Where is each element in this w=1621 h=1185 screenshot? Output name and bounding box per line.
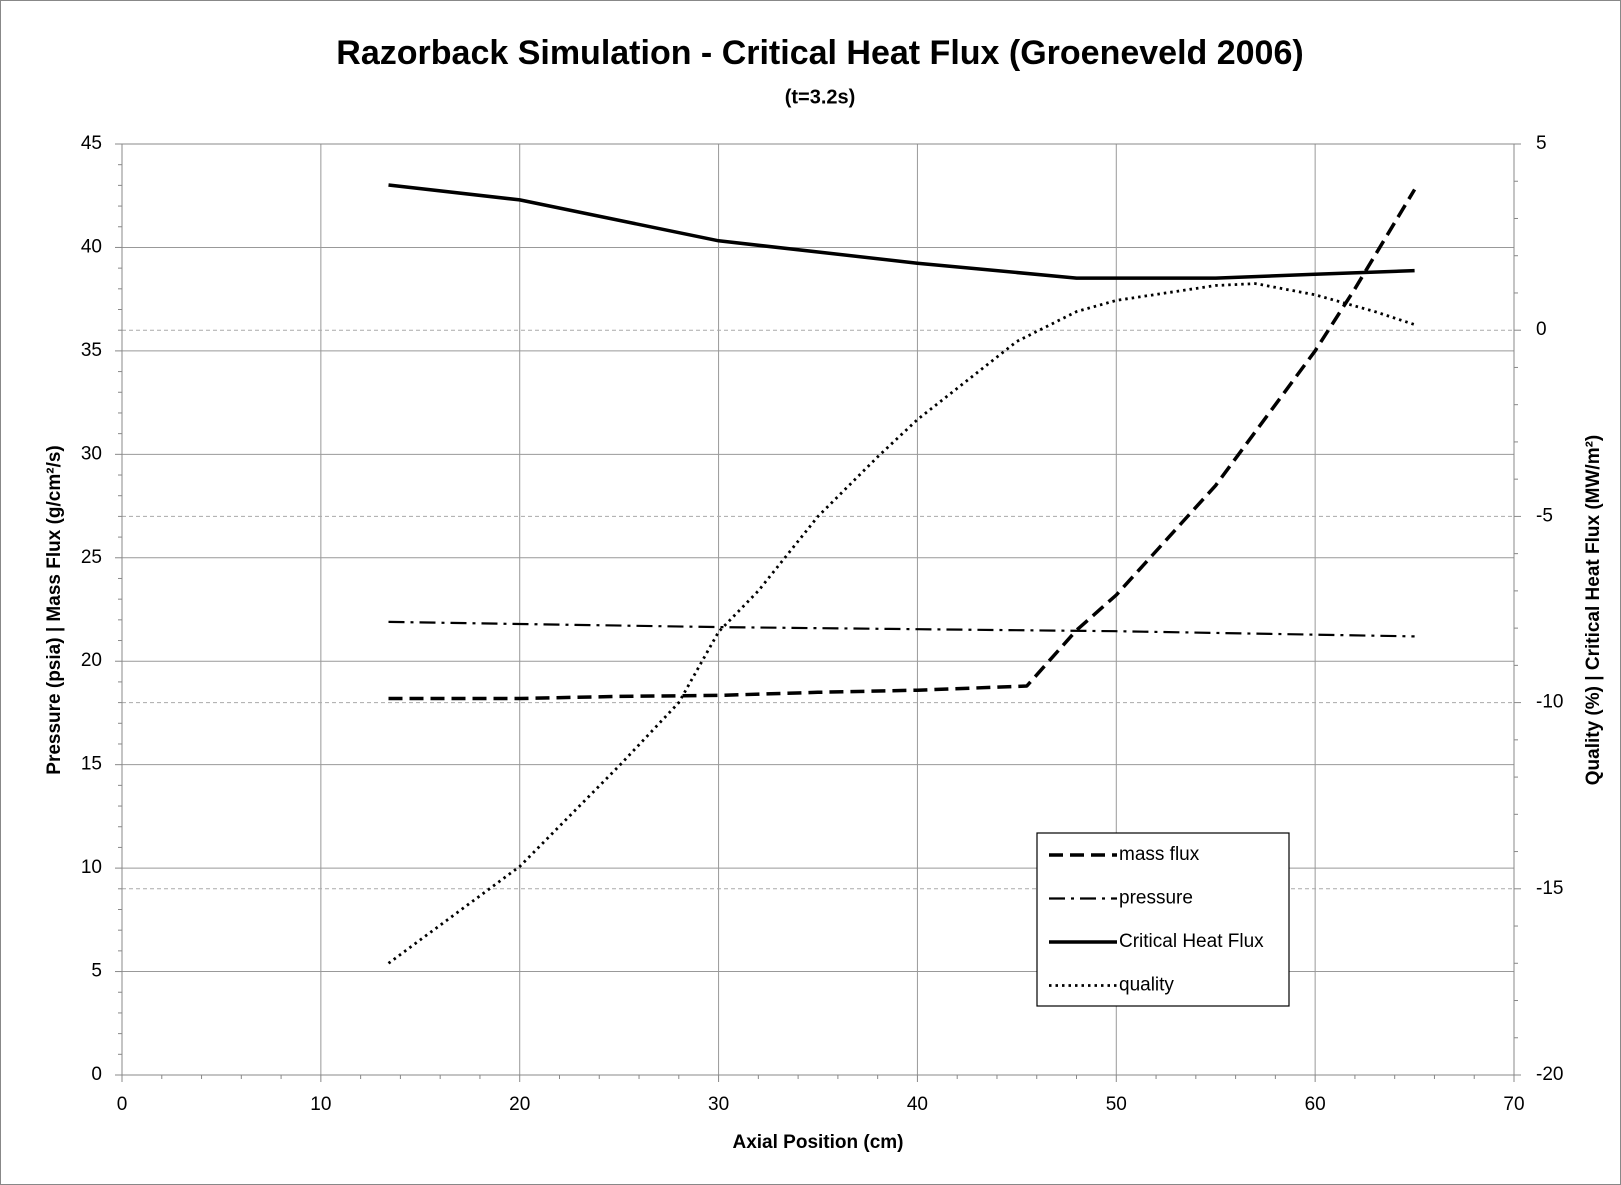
x-tick-label: 60 (1305, 1094, 1326, 1115)
legend-label: mass flux (1119, 844, 1200, 865)
y2-tick-label: -10 (1536, 692, 1563, 713)
y2-tick-label: -15 (1536, 878, 1563, 899)
x-tick-label: 30 (708, 1094, 729, 1115)
y2-tick-label: 5 (1536, 133, 1547, 154)
y-tick-label: 20 (81, 650, 102, 671)
series-line (388, 620, 1415, 638)
y2-tick-label: -5 (1536, 505, 1553, 526)
x-tick-label: 20 (509, 1094, 530, 1115)
y2-tick-label: 0 (1536, 319, 1547, 340)
y2-tick-label: -20 (1536, 1064, 1563, 1085)
x-tick-label: 40 (907, 1094, 928, 1115)
legend-label: Critical Heat Flux (1119, 931, 1264, 952)
series-line (387, 282, 1416, 965)
x-tick-label: 10 (310, 1094, 331, 1115)
x-tick-label: 50 (1106, 1094, 1127, 1115)
chart-title: Razorback Simulation - Critical Heat Flu… (336, 34, 1303, 72)
series-line (388, 183, 1415, 280)
plot-border (121, 143, 1515, 1076)
y-tick-label: 35 (81, 340, 102, 361)
y-tick-label: 25 (81, 547, 102, 568)
y-axis-label: Pressure (psia) | Mass Flux (g/cm²/s) (44, 445, 65, 774)
legend-box (1036, 832, 1290, 1007)
y-tick-label: 5 (91, 961, 102, 982)
y-tick-label: 40 (81, 236, 102, 257)
x-tick-label: 0 (117, 1094, 128, 1115)
y-tick-label: 0 (91, 1064, 102, 1085)
chart-subtitle: (t=3.2s) (785, 86, 856, 108)
legend-label: pressure (1119, 888, 1193, 909)
y2-axis-label: Quality (%) | Critical Heat Flux (MW/m²) (1583, 435, 1604, 786)
legend-label: quality (1119, 975, 1174, 996)
y-tick-label: 45 (81, 133, 102, 154)
plot-area (122, 144, 1514, 1075)
x-tick-label: 70 (1503, 1094, 1524, 1115)
y-tick-label: 15 (81, 754, 102, 775)
y-tick-label: 10 (81, 857, 102, 878)
series-line (388, 188, 1417, 701)
x-axis-label: Axial Position (cm) (732, 1132, 903, 1153)
y-tick-label: 30 (81, 443, 102, 464)
